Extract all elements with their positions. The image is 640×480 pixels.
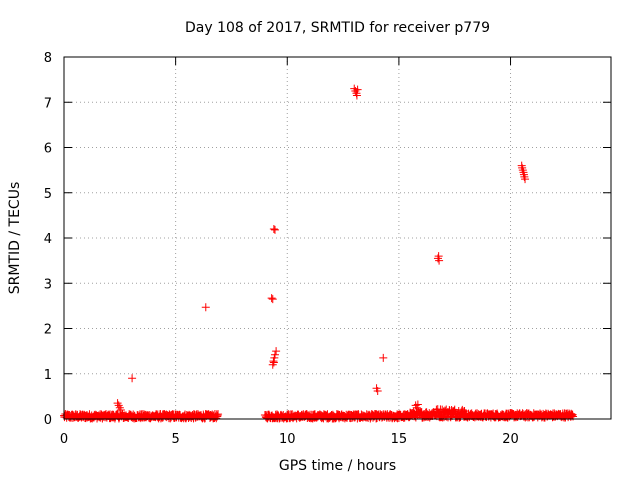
data-point xyxy=(412,403,421,412)
data-point xyxy=(269,224,278,233)
data-point xyxy=(413,400,422,409)
x-tick-label: 0 xyxy=(60,432,68,447)
y-tick-label: 0 xyxy=(44,413,52,428)
data-point xyxy=(433,254,442,263)
data-points xyxy=(113,84,530,414)
x-tick-label: 20 xyxy=(502,432,519,447)
baseline-points xyxy=(60,405,578,423)
y-tick-label: 3 xyxy=(44,277,52,292)
y-tick-label: 7 xyxy=(44,96,52,111)
data-point xyxy=(351,86,360,95)
y-tick-label: 1 xyxy=(44,368,52,383)
x-tick-label: 10 xyxy=(279,432,296,447)
y-tick-label: 4 xyxy=(44,232,52,247)
x-tick-label: 15 xyxy=(391,432,408,447)
data-point xyxy=(520,172,529,181)
baseline-point xyxy=(214,410,223,419)
x-axis-ticks: 0 5 10 15 20 xyxy=(60,57,519,447)
data-point xyxy=(113,399,122,408)
chart-title: Day 108 of 2017, SRMTID for receiver p77… xyxy=(185,20,490,36)
data-point xyxy=(268,295,277,304)
x-tick-label: 5 xyxy=(171,432,179,447)
plot-frame xyxy=(63,56,612,420)
data-point xyxy=(269,358,278,367)
data-point xyxy=(434,252,443,261)
grid-lines xyxy=(64,57,611,419)
data-point xyxy=(201,303,210,312)
y-tick-label: 8 xyxy=(44,51,52,66)
data-point xyxy=(114,401,123,410)
data-point xyxy=(518,163,527,172)
x-axis-label: GPS time / hours xyxy=(279,458,396,474)
data-point xyxy=(128,374,137,383)
data-point xyxy=(521,175,530,184)
data-point xyxy=(267,294,276,303)
data-point xyxy=(373,386,382,395)
data-point xyxy=(272,347,281,356)
data-point xyxy=(352,91,361,100)
y-axis-ticks: 0 1 2 3 4 5 6 7 8 xyxy=(44,51,611,428)
y-tick-label: 5 xyxy=(44,187,52,202)
data-point xyxy=(268,360,277,369)
y-tick-label: 6 xyxy=(44,142,52,157)
data-point xyxy=(270,350,279,359)
data-point xyxy=(116,405,125,414)
y-axis-label: SRMTID / TECUs xyxy=(7,182,23,295)
data-point xyxy=(379,353,388,362)
data-point xyxy=(353,85,362,94)
y-tick-label: 2 xyxy=(44,323,52,338)
data-point xyxy=(270,225,279,234)
data-point xyxy=(518,166,527,175)
